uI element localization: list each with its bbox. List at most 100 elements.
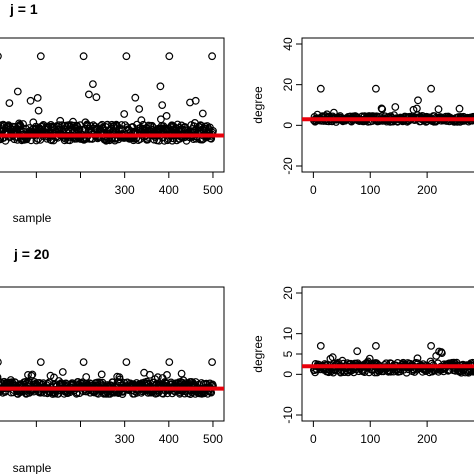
y-axis-label: degree bbox=[251, 86, 265, 124]
data-point bbox=[158, 101, 167, 109]
data-points bbox=[0, 358, 217, 399]
data-point bbox=[438, 349, 446, 358]
data-point bbox=[153, 373, 162, 382]
data-point bbox=[34, 106, 43, 115]
x-tick-label: 300 bbox=[115, 432, 135, 446]
y-tick-label: 10 bbox=[281, 327, 295, 341]
y-tick-label: -10 bbox=[281, 406, 295, 424]
data-point bbox=[162, 111, 171, 120]
data-point bbox=[82, 373, 91, 381]
data-point bbox=[163, 371, 171, 379]
y-tick-label: 5 bbox=[281, 350, 295, 357]
data-point bbox=[472, 113, 474, 120]
data-point bbox=[472, 367, 474, 374]
data-point bbox=[83, 122, 92, 131]
plot-frame bbox=[0, 286, 225, 422]
data-point bbox=[165, 358, 174, 367]
data-point bbox=[5, 99, 14, 107]
data-point bbox=[414, 96, 422, 105]
data-point bbox=[413, 354, 422, 363]
data-point bbox=[186, 390, 195, 399]
panel-title: j = 20 bbox=[13, 246, 50, 262]
x-tick-label: 400 bbox=[159, 432, 179, 446]
panel-title: j = 1 bbox=[9, 1, 38, 17]
data-point bbox=[378, 105, 387, 114]
data-point bbox=[0, 121, 3, 129]
y-tick-label: 40 bbox=[281, 37, 295, 51]
x-tick-label: 200 bbox=[417, 432, 437, 446]
data-point bbox=[92, 93, 101, 102]
panel-1 bbox=[0, 37, 225, 178]
data-point bbox=[372, 84, 380, 93]
x-tick-label: 500 bbox=[203, 432, 223, 446]
data-point bbox=[316, 84, 325, 93]
x-tick-label: 0 bbox=[310, 432, 317, 446]
x-axis-label: sample bbox=[13, 211, 52, 225]
data-point bbox=[208, 358, 217, 367]
data-point bbox=[191, 96, 200, 105]
data-point bbox=[28, 370, 37, 379]
data-point bbox=[97, 370, 106, 379]
panel-3 bbox=[0, 286, 225, 427]
data-point bbox=[120, 110, 129, 118]
data-point bbox=[145, 370, 154, 379]
data-point bbox=[84, 90, 93, 99]
data-point bbox=[79, 358, 88, 367]
data-point bbox=[316, 342, 325, 350]
data-point bbox=[33, 93, 42, 102]
data-point bbox=[198, 109, 207, 118]
data-point bbox=[50, 373, 58, 382]
y-tick-label: 0 bbox=[281, 122, 295, 129]
x-tick-label: 0 bbox=[310, 183, 317, 197]
data-point bbox=[471, 367, 474, 376]
data-point bbox=[434, 105, 443, 114]
data-point bbox=[0, 374, 2, 381]
data-point bbox=[208, 52, 217, 61]
data-point bbox=[88, 80, 97, 88]
x-tick-label: 300 bbox=[115, 183, 135, 197]
data-point bbox=[353, 347, 362, 356]
data-point bbox=[122, 52, 131, 61]
data-point bbox=[36, 52, 45, 61]
x-tick-label: 500 bbox=[203, 183, 223, 197]
data-point bbox=[122, 358, 131, 367]
data-point bbox=[472, 368, 474, 375]
data-point bbox=[56, 116, 65, 125]
data-point bbox=[391, 103, 400, 111]
data-point bbox=[197, 121, 206, 130]
data-point bbox=[165, 52, 174, 61]
data-point bbox=[427, 84, 436, 93]
data-point bbox=[58, 368, 67, 376]
data-point bbox=[455, 104, 464, 113]
data-point bbox=[135, 105, 144, 113]
data-point bbox=[137, 116, 146, 125]
data-point bbox=[156, 82, 165, 91]
y-tick-label: 20 bbox=[281, 286, 295, 300]
y-tick-label: -20 bbox=[281, 157, 295, 175]
data-points bbox=[0, 52, 217, 145]
y-tick-label: 0 bbox=[281, 371, 295, 378]
x-axis-label: sample bbox=[13, 461, 52, 474]
y-tick-label: 20 bbox=[281, 78, 295, 92]
data-point bbox=[36, 358, 45, 367]
data-point bbox=[0, 52, 2, 60]
plot-frame bbox=[0, 37, 225, 173]
x-tick-label: 100 bbox=[360, 432, 380, 446]
plot-frame bbox=[301, 286, 474, 422]
data-point bbox=[112, 121, 121, 130]
y-axis-label: degree bbox=[251, 335, 265, 373]
plot-frame bbox=[301, 37, 474, 173]
data-point bbox=[427, 342, 436, 350]
data-point bbox=[26, 96, 35, 105]
x-tick-label: 200 bbox=[417, 183, 437, 197]
data-point bbox=[177, 369, 186, 378]
data-points bbox=[310, 342, 474, 377]
data-point bbox=[27, 371, 36, 380]
panel-4 bbox=[296, 286, 474, 427]
data-point bbox=[372, 342, 380, 350]
data-point bbox=[79, 52, 88, 61]
data-point bbox=[409, 105, 418, 114]
panel-2 bbox=[296, 37, 474, 178]
data-point bbox=[0, 358, 2, 366]
